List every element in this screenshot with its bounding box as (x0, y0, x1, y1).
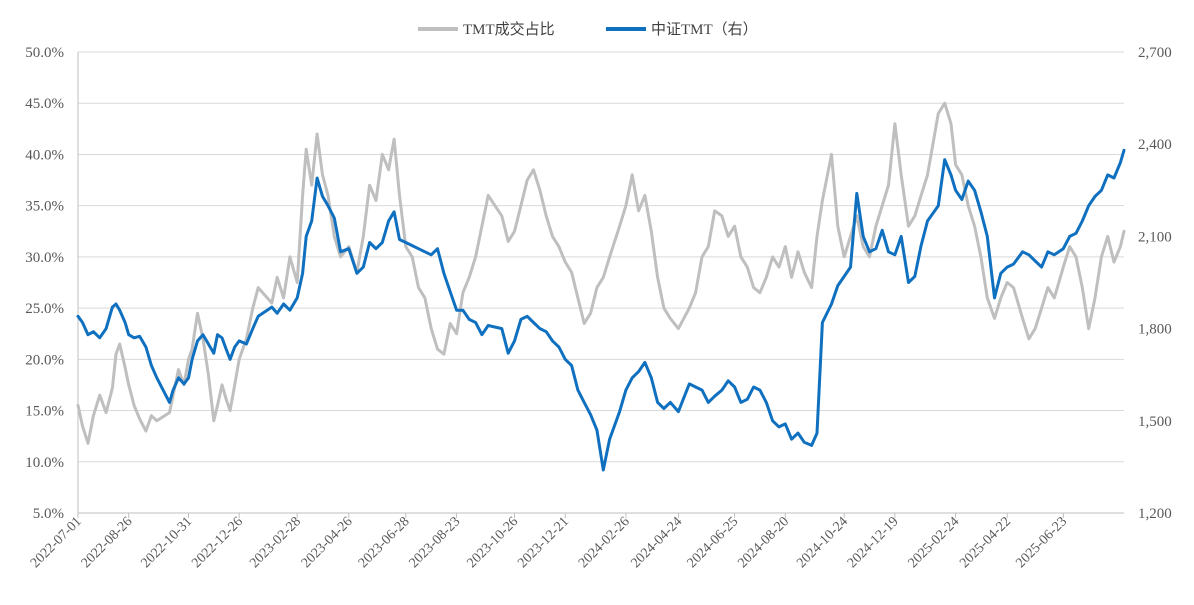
x-tick-label: 2022-08-26 (79, 514, 136, 571)
gridlines (78, 51, 1124, 514)
x-tick-label: 2022-12-26 (189, 514, 246, 571)
left-y-tick-label: 20.0% (25, 352, 64, 368)
series-line-tmt-turnover-share (76, 101, 1126, 445)
right-y-tick-label: 2,700 (1138, 45, 1172, 61)
left-y-tick-label: 30.0% (25, 250, 64, 266)
axes (77, 52, 1124, 514)
right-y-tick-label: 1,200 (1138, 506, 1172, 522)
x-tick-label: 2023-12-21 (515, 514, 572, 571)
x-tick-label: 2022-10-31 (139, 514, 196, 571)
x-tick-label: 2024-12-19 (845, 514, 902, 571)
x-tick-label: 2023-06-28 (356, 514, 413, 571)
x-tick-label: 2023-04-26 (299, 514, 356, 571)
legend-label: TMT成交占比 (463, 20, 555, 38)
left-y-axis-ticks: 5.0% 10.0% 15.0% 20.0% 25.0% 30.0% 35.0% 40.0% 4… (25, 45, 64, 522)
left-y-tick-label: 50.0% (25, 45, 64, 61)
left-y-tick-label: 25.0% (25, 301, 64, 317)
left-y-tick-label: 45.0% (25, 96, 64, 112)
left-y-tick-label: 35.0% (25, 199, 64, 215)
right-y-tick-label: 2,400 (1138, 137, 1172, 153)
left-y-tick-label: 10.0% (25, 455, 64, 471)
legend-label: 中证TMT（右） (651, 21, 758, 38)
x-tick-label: 2024-10-24 (794, 514, 851, 571)
x-tick-label: 2025-02-24 (906, 514, 963, 571)
right-y-tick-label: 2,100 (1138, 229, 1172, 245)
series-line-tmt-index (76, 148, 1126, 472)
x-tick-label: 2023-10-26 (465, 514, 522, 571)
left-y-tick-label: 40.0% (25, 147, 64, 163)
x-tick-label: 2022-07-01 (28, 514, 85, 571)
x-tick-label: 2025-04-22 (957, 514, 1014, 571)
x-tick-label: 2024-08-20 (735, 514, 792, 571)
x-tick-label: 2023-08-23 (407, 514, 464, 571)
left-y-tick-label: 15.0% (25, 404, 64, 420)
x-tick-label: 2023-02-28 (247, 514, 304, 571)
x-tick-label: 2025-06-23 (1013, 514, 1070, 571)
legend: TMT成交占比 中证TMT（右） (418, 20, 758, 38)
left-y-tick-label: 5.0% (33, 506, 64, 522)
series-lines (76, 101, 1126, 472)
x-tick-label: 2024-06-25 (685, 514, 742, 571)
right-y-axis-ticks: 1,200 1,500 1,800 2,100 2,400 2,700 (1138, 45, 1172, 522)
x-tick-label: 2024-04-24 (628, 514, 685, 571)
right-y-tick-label: 1,800 (1138, 322, 1172, 338)
right-y-tick-label: 1,500 (1138, 414, 1172, 430)
x-tick-label: 2024-02-26 (576, 514, 633, 571)
